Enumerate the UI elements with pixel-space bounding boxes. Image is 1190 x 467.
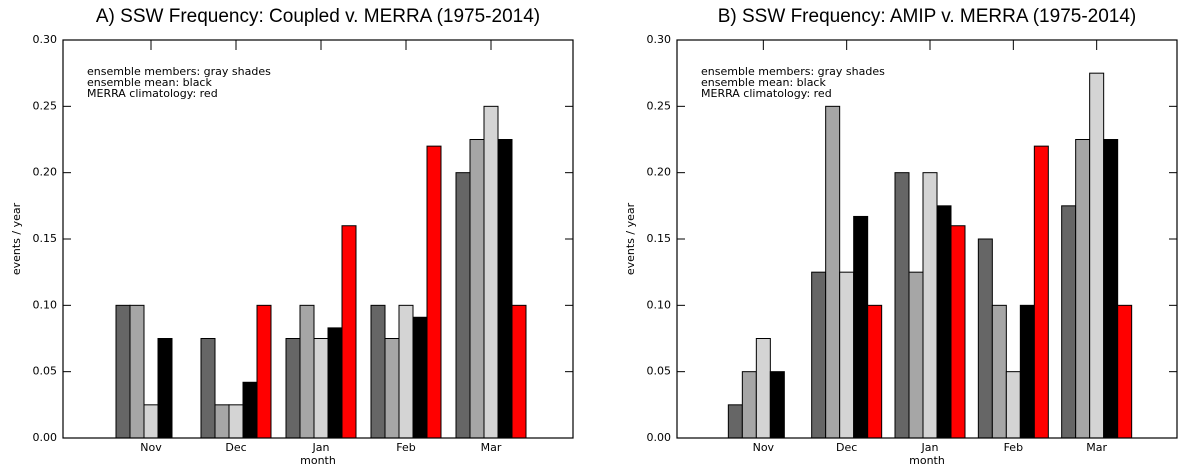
bar: [936, 205, 952, 439]
bar: [1005, 371, 1021, 439]
bar: [412, 316, 428, 439]
x-tick-label: Feb: [396, 441, 415, 454]
y-tick-label: 0.30: [647, 33, 672, 46]
bar: [811, 271, 827, 439]
bar: [370, 304, 386, 439]
bar: [1103, 139, 1119, 439]
y-tick-label: 0.25: [33, 99, 58, 112]
bar: [741, 371, 757, 439]
bar: [1117, 304, 1133, 439]
x-tick-label: Mar: [481, 441, 502, 454]
bar: [839, 271, 855, 439]
bar: [469, 139, 485, 439]
bar: [769, 371, 785, 439]
x-tick-label: Feb: [1004, 441, 1023, 454]
bar: [755, 338, 771, 439]
x-axis-label: month: [300, 454, 336, 467]
bar: [285, 338, 301, 439]
bar: [115, 304, 131, 439]
bar: [256, 304, 272, 439]
y-tick-label: 0.00: [647, 431, 672, 444]
bar: [426, 145, 442, 439]
bar: [1033, 145, 1049, 439]
annotation: ensemble members: gray shades: [87, 65, 271, 78]
bar: [143, 404, 159, 439]
bar: [327, 327, 343, 439]
x-tick-label: Mar: [1086, 441, 1107, 454]
y-tick-label: 0.15: [33, 232, 58, 245]
x-tick-label: Nov: [140, 441, 162, 454]
chart-title: B) SSW Frequency: AMIP v. MERRA (1975-20…: [718, 6, 1137, 27]
bar: [853, 215, 869, 439]
bar: [157, 338, 173, 439]
y-tick-label: 0.30: [33, 33, 58, 46]
bar: [455, 172, 471, 439]
plot-frame: [62, 39, 574, 439]
bar: [1061, 205, 1077, 439]
y-tick-label: 0.20: [647, 166, 672, 179]
bar: [867, 304, 883, 439]
x-tick-label: Jan: [921, 441, 939, 454]
bar: [950, 225, 966, 439]
bar: [398, 304, 414, 439]
y-tick-label: 0.10: [647, 298, 672, 311]
bar: [922, 172, 938, 439]
bar: [313, 338, 329, 439]
y-tick-label: 0.10: [33, 298, 58, 311]
bar: [200, 338, 216, 439]
x-axis-label: month: [909, 454, 945, 467]
bar: [727, 404, 743, 439]
y-tick-label: 0.15: [647, 232, 672, 245]
bar: [483, 105, 499, 439]
bar: [991, 304, 1007, 439]
y-tick-label: 0.20: [33, 166, 58, 179]
y-axis-label: events / year: [624, 202, 637, 275]
bar: [977, 238, 993, 439]
bar: [1019, 304, 1035, 439]
annotation: MERRA climatology: red: [701, 87, 832, 100]
y-tick-label: 0.05: [33, 365, 58, 378]
bar: [242, 381, 258, 439]
bar: [1075, 139, 1091, 439]
x-tick-label: Nov: [753, 441, 775, 454]
annotation: ensemble mean: black: [87, 76, 212, 89]
x-tick-label: Jan: [312, 441, 330, 454]
bar: [908, 271, 924, 439]
x-tick-label: Dec: [225, 441, 246, 454]
bar: [214, 404, 230, 439]
y-axis-label: events / year: [10, 202, 23, 275]
y-tick-label: 0.05: [647, 365, 672, 378]
annotation: ensemble members: gray shades: [701, 65, 885, 78]
bar: [511, 304, 527, 439]
bar: [384, 338, 400, 439]
bar: [894, 172, 910, 439]
bar: [129, 304, 145, 439]
bar: [825, 105, 841, 439]
x-tick-label: Dec: [836, 441, 857, 454]
chart-title: A) SSW Frequency: Coupled v. MERRA (1975…: [96, 6, 540, 27]
y-tick-label: 0.25: [647, 99, 672, 112]
annotation: MERRA climatology: red: [87, 87, 218, 100]
annotation: ensemble mean: black: [701, 76, 826, 89]
plot-frame: [676, 39, 1178, 439]
bar: [1089, 72, 1105, 439]
y-tick-label: 0.00: [33, 431, 58, 444]
bar: [299, 304, 315, 439]
bar: [228, 404, 244, 439]
bar: [497, 139, 513, 439]
bar: [341, 225, 357, 439]
